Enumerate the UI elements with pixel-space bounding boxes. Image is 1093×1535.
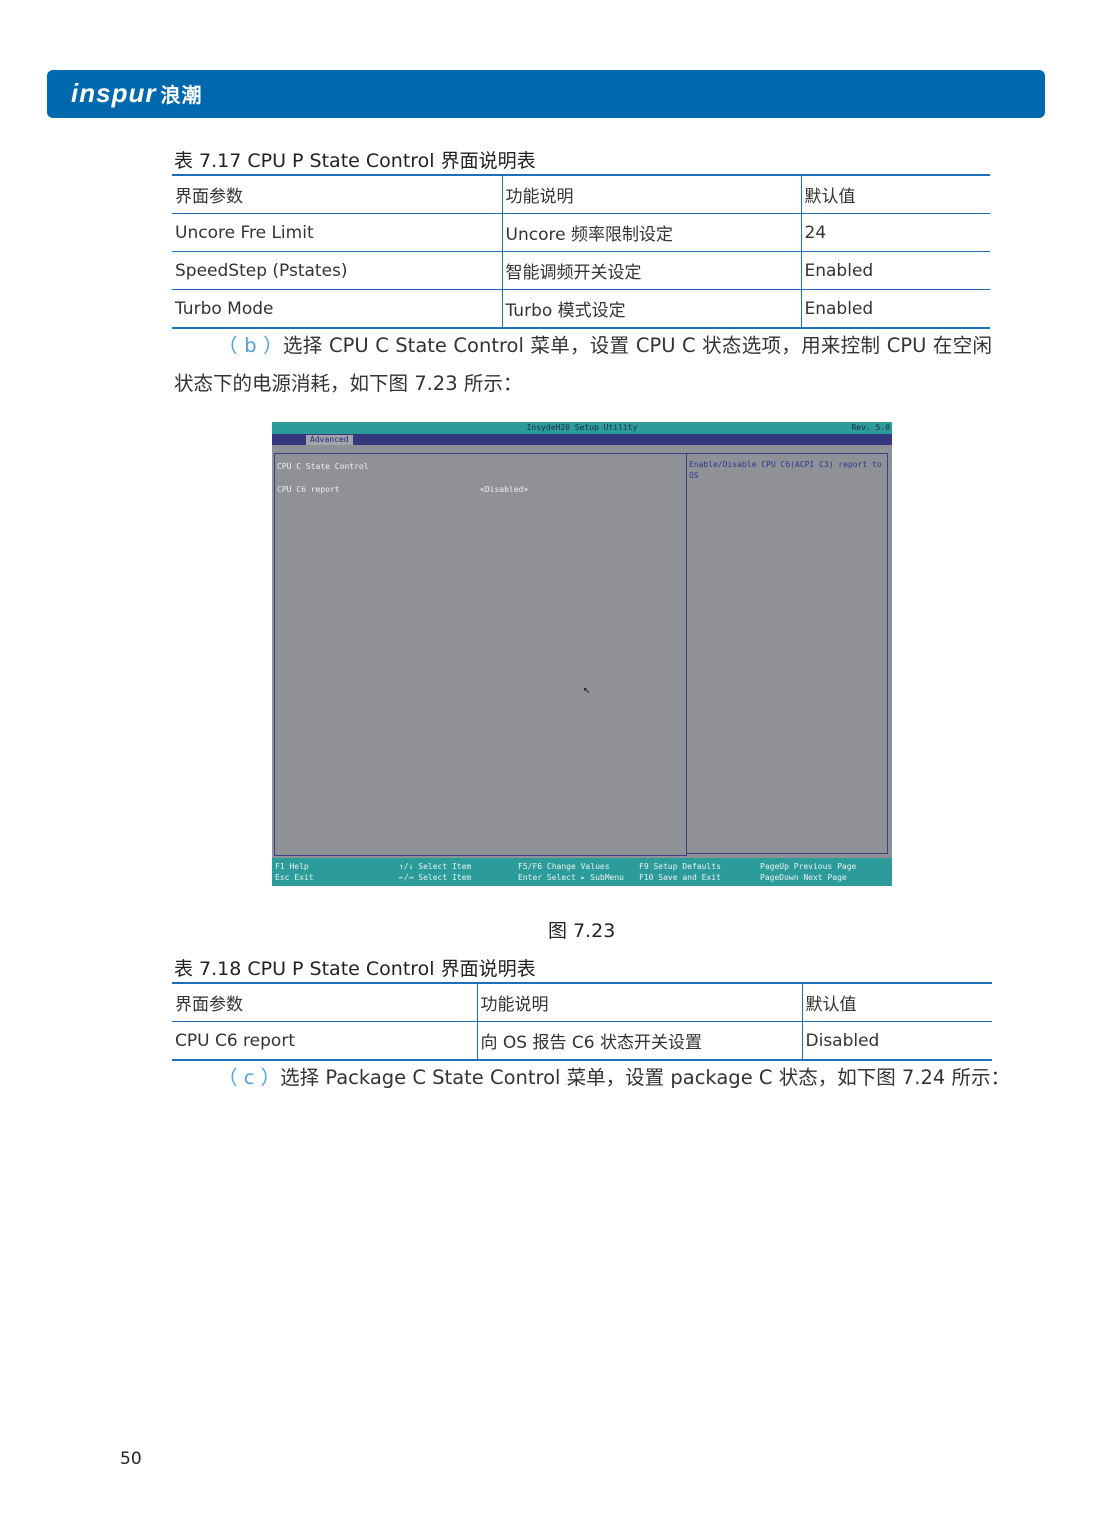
cell: Enabled (800, 289, 990, 329)
bios-title: InsydeH20 Setup Utility (526, 423, 638, 432)
paragraph-text: 选择 CPU C State Control 菜单，设置 CPU C 状态选项，… (174, 334, 993, 395)
cell: 向 OS 报告 C6 状态开关设置 (476, 1021, 802, 1061)
cell: SpeedStep (Pstates) (172, 251, 502, 290)
cell: Turbo Mode (172, 289, 502, 329)
list-marker: （ c ） (218, 1066, 281, 1089)
key-hint: PageDown Next Page (760, 873, 847, 882)
bios-tab-advanced[interactable]: Advanced (306, 435, 353, 445)
bios-section-title: CPU C State Control (277, 462, 369, 471)
bios-help-panel: Enable/Disable CPU C6(ACPI C3) report to… (686, 453, 888, 854)
bios-item-value[interactable]: <Disabled> (480, 485, 529, 494)
paragraph-text: 选择 Package C State Control 菜单，设置 package… (280, 1066, 1011, 1089)
bios-tab-row: Advanced (272, 434, 892, 445)
header-cell: 默认值 (800, 174, 990, 214)
key-hint: F9 Setup Defaults (639, 862, 721, 871)
cell: Turbo 模式设定 (501, 289, 801, 329)
header-cell: 功能说明 (476, 982, 802, 1022)
key-hint: F1 Help (275, 862, 309, 871)
inspur-logo: inspur 浪潮 (71, 78, 202, 109)
paragraph-b: （ b ）选择 CPU C State Control 菜单，设置 CPU C … (174, 327, 992, 403)
bios-title-bar: InsydeH20 Setup Utility Rev. 5.0 (272, 422, 892, 434)
header-cell: 界面参数 (172, 174, 502, 214)
table2: 界面参数 功能说明 默认值 CPU C6 report 向 OS 报告 C6 状… (172, 982, 992, 1061)
table-row: Turbo Mode Turbo 模式设定 Enabled (172, 289, 990, 329)
key-hint: PageUp Previous Page (760, 862, 857, 871)
cell: Disabled (801, 1021, 992, 1061)
table-row: CPU C6 report 向 OS 报告 C6 状态开关设置 Disabled (172, 1021, 992, 1061)
key-hint: F10 Save and Exit (639, 873, 721, 882)
table-row: Uncore Fre Limit Uncore 频率限制设定 24 (172, 213, 990, 252)
mouse-cursor-icon: ↖ (583, 682, 591, 696)
paragraph-c: （ c ）选择 Package C State Control 菜单，设置 pa… (174, 1059, 1010, 1097)
header-cell: 功能说明 (501, 174, 801, 214)
key-hint: Enter Select ▸ SubMenu (518, 873, 624, 882)
cell: 24 (800, 213, 990, 252)
table-row: SpeedStep (Pstates) 智能调频开关设定 Enabled (172, 251, 990, 290)
logo-cn: 浪潮 (160, 85, 203, 107)
list-marker: （ b ） (218, 334, 283, 357)
cell: CPU C6 report (172, 1021, 477, 1061)
bios-rev: Rev. 5.0 (851, 423, 890, 432)
header-cell: 界面参数 (172, 982, 477, 1022)
bios-item-label[interactable]: CPU C6 report (277, 485, 340, 494)
cell: 智能调频开关设定 (501, 251, 801, 290)
cell: Enabled (800, 251, 990, 290)
key-hint: ←/→ Select Item (399, 873, 472, 882)
header-bar: inspur 浪潮 (47, 70, 1045, 118)
table1: 界面参数 功能说明 默认值 Uncore Fre Limit Uncore 频率… (172, 174, 990, 329)
bios-screenshot: InsydeH20 Setup Utility Rev. 5.0 Advanced… (272, 422, 892, 886)
key-hint: F5/F6 Change Values (518, 862, 610, 871)
key-hint: Esc Exit (275, 873, 314, 882)
key-hint: ↑/↓ Select Item (399, 862, 472, 871)
table-header-row: 界面参数 功能说明 默认值 (172, 174, 990, 214)
table1-caption: 表 7.17 CPU P State Control 界面说明表 (174, 150, 536, 172)
bios-key-legend: F1 Help Esc Exit ↑/↓ Select Item ←/→ Selec… (272, 858, 892, 886)
logo-text: inspur (71, 78, 157, 108)
bios-main-panel: CPU C State Control CPU C6 report <Disab… (274, 453, 687, 856)
header-cell: 默认值 (801, 982, 992, 1022)
table-header-row: 界面参数 功能说明 默认值 (172, 982, 992, 1022)
page-number: 50 (120, 1449, 142, 1469)
figure-caption: 图 7.23 (548, 920, 616, 942)
cell: Uncore Fre Limit (172, 213, 502, 252)
cell: Uncore 频率限制设定 (501, 213, 801, 252)
table2-caption: 表 7.18 CPU P State Control 界面说明表 (174, 958, 536, 980)
